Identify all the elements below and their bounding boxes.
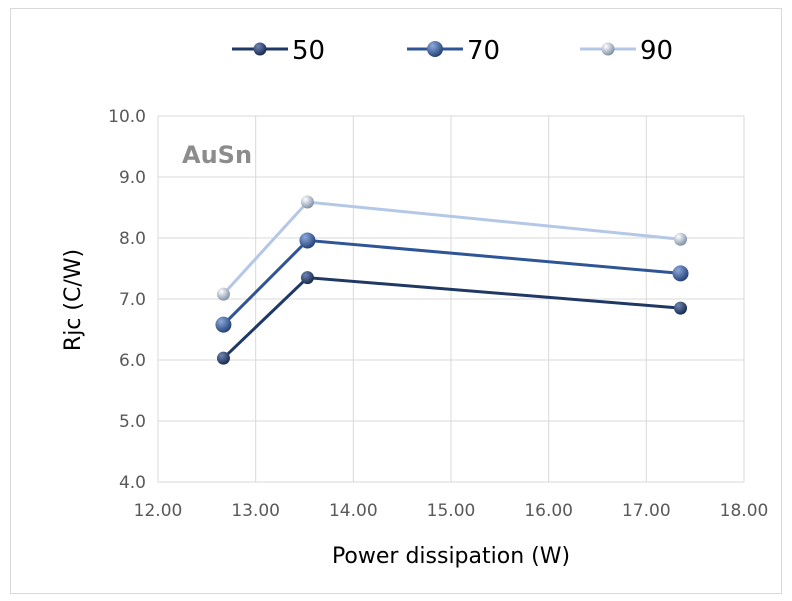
legend-swatch-marker	[427, 41, 443, 57]
x-tick-label: 13.00	[231, 501, 280, 521]
x-tick-label: 15.00	[427, 501, 476, 521]
y-axis-title: Rjc (C/W)	[61, 249, 86, 351]
y-tick-label: 5.0	[119, 412, 146, 432]
y-tick-labels: 4.0 5.0 6.0 7.0 8.0 9.0 10.0	[108, 107, 146, 493]
data-point-90	[300, 195, 314, 209]
y-tick-label: 6.0	[119, 351, 146, 371]
legend: 50 70 90	[232, 36, 673, 66]
y-tick-label: 4.0	[119, 473, 146, 493]
chart-frame	[10, 8, 782, 594]
y-tick-label: 7.0	[119, 290, 146, 310]
x-tick-label: 14.00	[329, 501, 378, 521]
legend-swatch-marker	[253, 42, 267, 56]
data-point-90	[674, 232, 688, 246]
x-tick-labels: 12.00 13.00 14.00 15.00 16.00 17.00 18.00	[134, 501, 769, 521]
y-tick-label: 10.0	[108, 107, 146, 127]
data-point-70	[299, 232, 316, 249]
legend-swatch-marker	[601, 42, 615, 56]
legend-label: 70	[467, 36, 500, 66]
series-line-70	[222, 238, 681, 326]
series-line-90	[222, 200, 681, 296]
y-tick-label: 9.0	[119, 168, 146, 188]
x-tick-label: 18.00	[720, 501, 769, 521]
series-lines	[215, 195, 689, 365]
data-point-70	[672, 265, 689, 282]
x-tick-label: 16.00	[524, 501, 573, 521]
data-point-50	[216, 351, 230, 365]
x-axis-title: Power dissipation (W)	[332, 544, 570, 569]
gridlines	[157, 115, 745, 483]
y-tick-label: 8.0	[119, 229, 146, 249]
x-tick-label: 12.00	[134, 501, 183, 521]
data-point-70	[215, 316, 232, 333]
x-tick-label: 17.00	[622, 501, 671, 521]
data-point-90	[216, 287, 230, 301]
data-point-50	[674, 301, 688, 315]
data-point-50	[300, 271, 314, 285]
legend-label: 50	[292, 36, 325, 66]
series-line-50	[222, 276, 681, 360]
annotation-label: AuSn	[182, 141, 252, 169]
legend-label: 90	[640, 36, 673, 66]
